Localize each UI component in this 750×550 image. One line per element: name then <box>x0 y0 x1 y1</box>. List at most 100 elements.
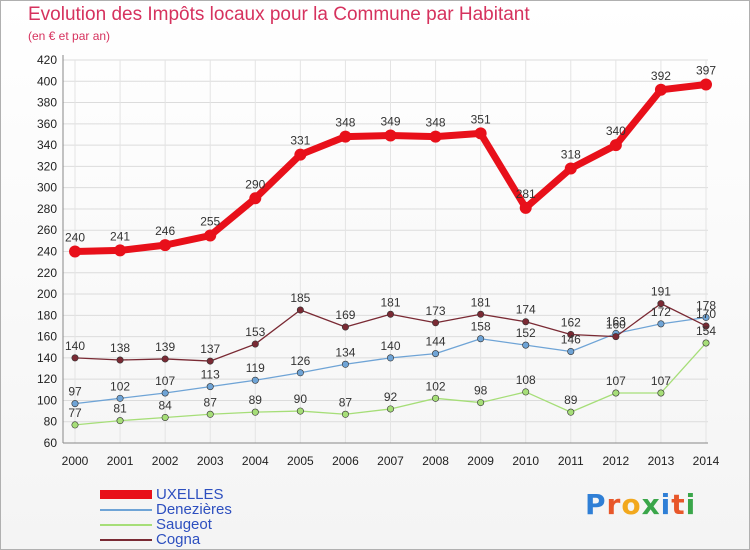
data-point <box>612 333 620 341</box>
legend-label: Cogna <box>156 531 201 548</box>
x-tick-label: 2014 <box>693 454 720 468</box>
data-point <box>204 229 217 242</box>
series-layer <box>69 78 712 429</box>
grid <box>63 59 708 444</box>
data-label: 174 <box>516 303 536 317</box>
data-label: 119 <box>246 361 265 375</box>
data-label: 134 <box>335 345 355 359</box>
y-tick-label: 400 <box>37 74 57 88</box>
legend-swatch <box>100 508 152 511</box>
data-point <box>71 354 79 362</box>
data-label: 158 <box>471 320 491 334</box>
data-label: 126 <box>290 354 310 368</box>
data-label: 98 <box>474 384 488 398</box>
legend-item: UXELLES <box>100 487 232 502</box>
data-point <box>657 320 665 328</box>
data-label: 107 <box>651 374 671 388</box>
x-tick-label: 2006 <box>332 454 359 468</box>
y-tick-label: 120 <box>37 372 57 386</box>
legend-item: Cogna <box>100 532 232 547</box>
data-label: 191 <box>651 285 671 299</box>
data-label: 348 <box>426 116 446 130</box>
legend-label: Saugeot <box>156 516 212 533</box>
y-tick-label: 200 <box>37 287 57 301</box>
legend: UXELLES Denezières Saugeot Cogna <box>100 487 232 547</box>
data-label: 87 <box>339 395 353 409</box>
logo-letter: t <box>671 488 686 521</box>
data-label: 77 <box>68 406 82 420</box>
data-point <box>522 341 530 349</box>
data-label: 162 <box>561 315 581 329</box>
data-point <box>296 369 304 377</box>
data-point <box>159 239 172 252</box>
data-label: 181 <box>471 295 491 309</box>
data-label: 97 <box>68 385 82 399</box>
x-tick-label: 2004 <box>242 454 269 468</box>
data-point <box>702 313 710 321</box>
data-label: 102 <box>426 379 446 393</box>
data-label: 163 <box>606 314 626 328</box>
data-label: 173 <box>426 304 446 318</box>
data-point <box>341 410 349 418</box>
x-tick-label: 2010 <box>512 454 539 468</box>
data-point <box>567 348 575 356</box>
proxiti-logo: Proxiti <box>585 488 696 521</box>
y-tick-label: 320 <box>37 159 57 173</box>
logo-letter: o <box>621 488 642 521</box>
data-point <box>296 407 304 415</box>
y-tick-label: 80 <box>44 415 58 429</box>
y-tick-label: 360 <box>37 117 57 131</box>
data-label: 178 <box>696 298 716 312</box>
y-tick-label: 300 <box>37 181 57 195</box>
x-tick-label: 2001 <box>107 454 134 468</box>
data-label: 351 <box>471 112 491 126</box>
data-label: 90 <box>294 392 308 406</box>
data-point <box>474 127 487 140</box>
x-tick-label: 2003 <box>197 454 224 468</box>
data-point <box>71 400 79 408</box>
data-label: 84 <box>158 398 172 412</box>
data-label: 140 <box>380 339 400 353</box>
data-label: 137 <box>200 342 220 356</box>
data-point <box>384 129 397 142</box>
data-labels: 240 241 246 255 290 331 348 349 348 351 281 318 340 3… <box>65 63 716 419</box>
data-point <box>116 417 124 425</box>
data-point <box>432 394 440 402</box>
data-label: 160 <box>606 318 626 332</box>
data-label: 153 <box>245 325 265 339</box>
data-label: 397 <box>696 63 716 77</box>
data-point <box>429 130 442 143</box>
data-point <box>206 383 214 391</box>
data-label: 87 <box>204 395 218 409</box>
data-point <box>522 388 530 396</box>
data-point <box>341 323 349 331</box>
data-point <box>567 330 575 338</box>
legend-swatch <box>100 538 152 541</box>
data-label: 154 <box>696 324 716 338</box>
data-label: 89 <box>564 393 578 407</box>
data-point <box>251 376 259 384</box>
data-label: 108 <box>516 373 536 387</box>
data-label: 331 <box>290 134 310 148</box>
data-point <box>206 410 214 418</box>
x-tick-label: 2012 <box>603 454 630 468</box>
data-label: 348 <box>335 116 355 130</box>
data-label: 172 <box>651 305 671 319</box>
data-point <box>341 360 349 368</box>
data-label: 107 <box>155 374 175 388</box>
data-point <box>339 130 352 143</box>
x-tick-label: 2008 <box>422 454 449 468</box>
data-label: 392 <box>651 69 671 83</box>
x-tick-label: 2005 <box>287 454 314 468</box>
x-tick-label: 2013 <box>648 454 675 468</box>
y-tick-label: 100 <box>37 393 57 407</box>
data-label: 255 <box>200 215 220 229</box>
data-point <box>251 340 259 348</box>
data-label: 240 <box>65 231 85 245</box>
data-label: 81 <box>113 402 127 416</box>
y-tick-label: 220 <box>37 266 57 280</box>
logo-letter: i <box>685 488 697 521</box>
data-label: 170 <box>696 307 716 321</box>
